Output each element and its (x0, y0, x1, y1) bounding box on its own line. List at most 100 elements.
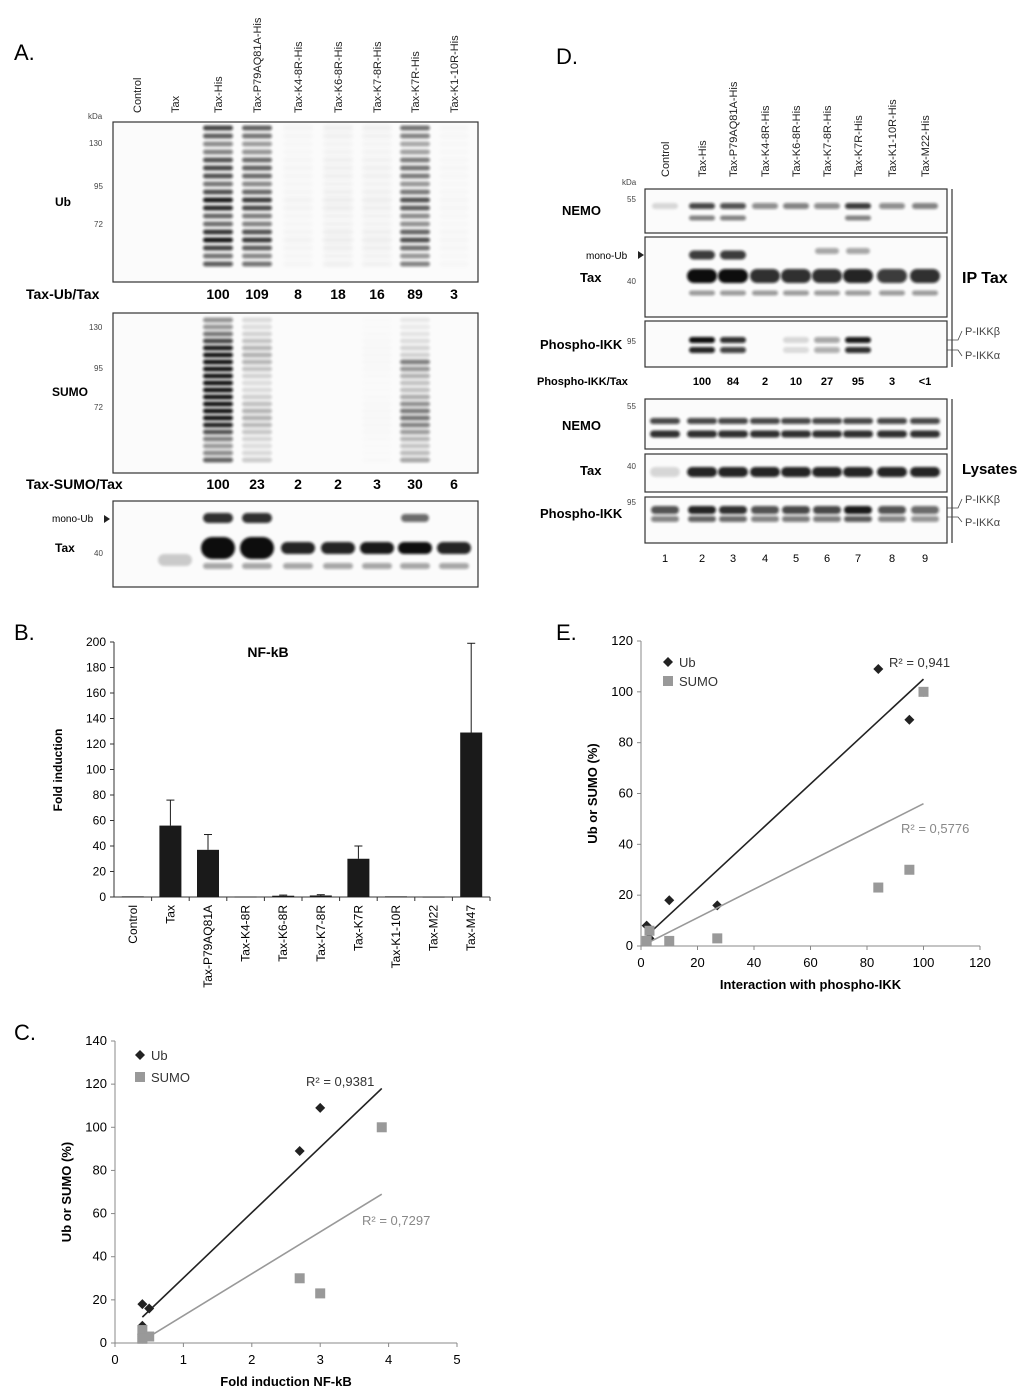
ratio-value: 100 (206, 476, 230, 492)
ip-nemo-band (783, 203, 809, 209)
bar (272, 895, 295, 897)
y-tick-label: 140 (85, 1033, 107, 1048)
marker-40: 40 (94, 549, 103, 558)
ub-point (873, 663, 884, 674)
ub-band (362, 150, 392, 155)
ub-band (400, 213, 430, 219)
panel-c: C. 0 20 40 60 80 100 120 140 0 1 2 3 4 5 Fold inductio… (14, 1020, 461, 1389)
lane-label: Tax-His (213, 76, 225, 113)
lys-nemo-lower-band (750, 430, 780, 438)
lane-label: Control (132, 78, 144, 113)
ub-band (283, 158, 313, 163)
ratio-value: 16 (369, 286, 385, 302)
sumo-band (242, 345, 272, 351)
ub-point (315, 1102, 326, 1113)
sumo-band (203, 443, 233, 449)
ub-band (362, 221, 392, 227)
ratio-value: 30 (407, 476, 423, 492)
ub-band (362, 157, 392, 163)
ub-band (203, 165, 233, 171)
x-tick-label: Tax-K1-10R (389, 905, 403, 969)
ip-tax-lower-band (752, 290, 778, 296)
lys-nemo-band (877, 418, 907, 424)
ub-band (283, 150, 313, 155)
ip-ikk-beta-band (689, 337, 715, 343)
x-tick-label: 2 (248, 1352, 255, 1367)
marker-72: 72 (94, 220, 103, 229)
ub-band (362, 165, 392, 171)
ub-band (323, 237, 353, 243)
sumo-band (400, 352, 430, 358)
ub-blot-bands (203, 125, 469, 267)
ip-nemo-lower-band (689, 215, 715, 221)
y-tick-label: 80 (93, 788, 107, 802)
sumo-band (400, 338, 430, 344)
lane-number: 2 (699, 553, 705, 565)
legend-label: Ub (151, 1048, 168, 1063)
y-tick-label: 40 (619, 836, 633, 851)
ub-band (400, 229, 430, 235)
x-tick-label: 1 (180, 1352, 187, 1367)
sumo-band (362, 430, 392, 435)
sumo-band (242, 331, 272, 337)
y-tick-label: 100 (85, 1119, 107, 1134)
ub-band (283, 222, 313, 227)
ub-point (712, 900, 723, 911)
ub-band (439, 254, 469, 259)
panel-e-letter: E. (556, 620, 577, 645)
lane-label: Tax-K7-8R-His (822, 105, 834, 177)
tax-ub-ratio-label: Tax-Ub/Tax (26, 286, 100, 302)
sumo-band (203, 366, 233, 372)
tax-band (321, 542, 355, 554)
lane-label: Tax-P79AQ81A-His (728, 81, 740, 177)
sumo-band (242, 436, 272, 442)
ub-band (203, 125, 233, 131)
ub-band (400, 165, 430, 171)
ip-tax-lower-band (814, 290, 840, 296)
ub-band (283, 254, 313, 259)
lys-ikk-lower-band (719, 516, 747, 522)
sumo-band (242, 317, 272, 323)
ub-band (400, 181, 430, 187)
lys-nemo-band (650, 418, 680, 424)
bar (460, 732, 483, 897)
y-tick-label: 100 (611, 684, 633, 699)
lys-nemo-band (750, 418, 780, 424)
ip-ikk-beta-band (814, 337, 840, 343)
marker-130: 130 (89, 139, 103, 148)
ratio-value: 89 (407, 286, 423, 302)
bar (422, 896, 445, 898)
sumo-band (362, 332, 392, 337)
sumo-band (362, 325, 392, 330)
sumo-band (362, 353, 392, 358)
sumo-band (400, 373, 430, 379)
x-tick-label: 0 (637, 955, 644, 970)
r-squared-label: R² = 0,7297 (362, 1213, 430, 1228)
sumo-band (400, 422, 430, 428)
ub-band (283, 174, 313, 179)
scatter-chart-e: 0 20 40 60 80 100 120 0 20 40 60 80 100 120 Interactio… (585, 633, 991, 992)
ip-nemo-lower-band (720, 215, 746, 221)
ub-band (242, 229, 272, 235)
x-tick-label: Tax-K6-8R (276, 905, 290, 962)
trendline (646, 678, 925, 937)
lane-label: Tax-K4-8R-His (760, 105, 772, 177)
sumo-band (362, 339, 392, 344)
sumo-band (400, 324, 430, 330)
sumo-band (242, 450, 272, 456)
y-tick-label: 20 (93, 865, 107, 879)
x-tick-label: 5 (453, 1352, 460, 1367)
ratio-value: 2 (334, 476, 342, 492)
tax-blot-label: Tax (55, 541, 75, 555)
ub-band (362, 125, 392, 131)
sumo-band (400, 366, 430, 372)
sumo-band (400, 401, 430, 407)
ip-ikk-alpha-label: P-IKKα (965, 350, 1001, 362)
lys-nemo-lower-band (687, 430, 717, 438)
ub-band (203, 253, 233, 259)
ub-band (439, 150, 469, 155)
ub-band (283, 206, 313, 211)
ip-tax-ub-band (815, 248, 839, 254)
ratio-value: 100 (693, 376, 711, 388)
ub-band (400, 133, 430, 139)
